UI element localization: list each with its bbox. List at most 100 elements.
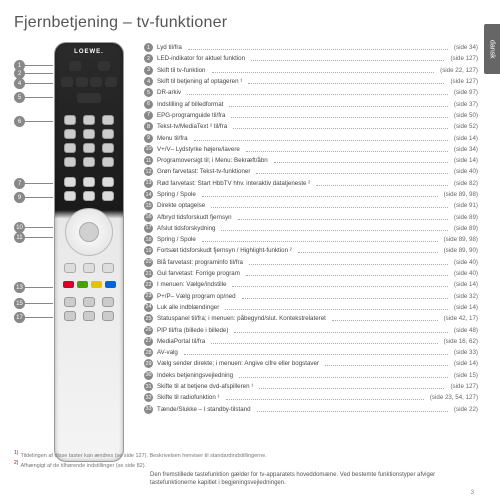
item-page: (side 127) <box>450 78 478 85</box>
list-item: 31 Skifte til at betjene dvd-afspilleren … <box>144 381 478 392</box>
item-number: 32 <box>144 393 153 402</box>
list-item: 1 Lyd til/fra (side 34) <box>144 42 478 53</box>
item-page: (side 14) <box>454 360 478 367</box>
item-number: 14 <box>144 190 153 199</box>
function-list: 1Lyd til/fra(side 34)2LED-indikator for … <box>144 42 478 462</box>
item-desc: Gul farvetast: Forrige program <box>157 270 240 277</box>
item-page: (side 50) <box>454 112 478 119</box>
footnotes: 1)Tildelingen af disse taster kan ændres… <box>14 450 267 470</box>
list-item: 4Skift til betjening af optageren ¹(side… <box>144 76 478 87</box>
item-desc: Lyd til/fra <box>157 44 182 51</box>
yellow-button <box>91 281 102 288</box>
item-page: (side 40) <box>454 259 478 266</box>
item-desc: I menuen: Vælge/indstille <box>157 281 226 288</box>
list-item: 18Spring / Spole(side 89, 98) <box>144 234 478 245</box>
item-page: (side 14) <box>454 157 478 164</box>
list-item: 6 Indstilling af billedformat (side 37) <box>144 98 478 109</box>
item-number: 18 <box>144 235 153 244</box>
item-desc: AV-valg <box>157 349 178 356</box>
item-desc: Tænde/Slukke – I standby-tilstand <box>157 406 251 413</box>
item-number: 25 <box>144 314 153 323</box>
item-page: (side 14) <box>454 135 478 142</box>
item-number: 29 <box>144 359 153 368</box>
list-item: 26 PIP til/fra (billede i billede) (side 4… <box>144 324 478 335</box>
item-desc: MediaPortal til/fra <box>157 338 205 345</box>
remote-illustration: LOEWE. <box>14 42 136 462</box>
item-number: 17 <box>144 224 153 233</box>
list-item: 9 Menu til/fra (side 14) <box>144 132 478 143</box>
list-item: 22I menuen: Vælge/indstille(side 14) <box>144 279 478 290</box>
item-page: (side 89) <box>454 225 478 232</box>
item-number: 33 <box>144 405 153 414</box>
remote-body: LOEWE. <box>54 42 124 462</box>
item-page: (side 37) <box>454 101 478 108</box>
list-item: 8Tekst-tv/MediaText ² til/fra(side 52) <box>144 121 478 132</box>
item-desc: Skifte til radiofunktion ¹ <box>157 394 220 401</box>
list-item: 5DR-arkiv(side 97) <box>144 87 478 98</box>
blue-button <box>105 281 116 288</box>
item-desc: Blå farvetast: programinfo til/fra <box>157 259 243 266</box>
list-item: 29Vælg sender direkte; i menuen: Angive … <box>144 358 478 369</box>
item-number: 24 <box>144 303 153 312</box>
item-number: 31 <box>144 382 153 391</box>
item-number: 9 <box>144 134 153 143</box>
item-page: (side 16, 62) <box>444 338 478 345</box>
item-page: (side 40) <box>454 168 478 175</box>
item-number: 28 <box>144 348 153 357</box>
item-page: (side 97) <box>454 89 478 96</box>
list-item: 3 Skift til tv-funktion (side 22, 127) <box>144 65 478 76</box>
page-title: Fjernbetjening – tv-funktioner <box>14 14 478 32</box>
list-item: 17 Afslut tidsforskydning (side 89) <box>144 223 478 234</box>
list-item: 33Tænde/Slukke – I standby-tilstand(side… <box>144 404 478 415</box>
list-item: 15Direkte optagelse(side 91) <box>144 200 478 211</box>
list-item: 30Indeks betjeningsvejledning(side 15) <box>144 370 478 381</box>
list-item: 23P+/P– Vælg program op/ned(side 32) <box>144 291 478 302</box>
item-number: 11 <box>144 156 153 165</box>
item-page: (side 15) <box>454 372 478 379</box>
green-button <box>77 281 88 288</box>
item-number: 26 <box>144 326 153 335</box>
remote-brand: LOEWE. <box>55 43 123 55</box>
list-item: 7EPG-programguide til/fra(side 50) <box>144 110 478 121</box>
item-page: (side 91) <box>454 202 478 209</box>
item-number: 6 <box>144 100 153 109</box>
item-number: 4 <box>144 77 153 86</box>
item-page: (side 23, 54, 127) <box>430 394 478 401</box>
footnote-1: Tildelingen af disse taster kan ændres (… <box>20 453 266 459</box>
item-number: 3 <box>144 66 153 75</box>
item-page: (side 34) <box>454 44 478 51</box>
item-page: (side 33) <box>454 349 478 356</box>
footnote-2: Afhængigt af de tilhørende indstillinger… <box>20 463 146 469</box>
item-desc: Indstilling af billedformat <box>157 101 223 108</box>
item-number: 30 <box>144 371 153 380</box>
item-number: 16 <box>144 213 153 222</box>
item-number: 1 <box>144 43 153 52</box>
item-desc: Menu til/fra <box>157 135 188 142</box>
item-desc: Fortsæt tidsforskudt fjernsyn / Highligh… <box>157 247 292 254</box>
item-page: (side 48) <box>454 327 478 334</box>
item-page: (side 82) <box>454 180 478 187</box>
item-desc: Skifte til at betjene dvd-afspilleren ¹ <box>157 383 253 390</box>
item-desc: Afbryd tidsforskudt fjernsyn <box>157 214 232 221</box>
list-item: 27MediaPortal til/fra(side 16, 62) <box>144 336 478 347</box>
item-desc: LED-indikator for aktuel funktion <box>157 55 245 62</box>
item-desc: Statuspanel til/fra; i menuen: påbegynd/… <box>157 315 326 322</box>
item-desc: Afslut tidsforskydning <box>157 225 215 232</box>
bottom-note: Den fremstillede tastefunktion gælder fo… <box>150 472 478 488</box>
item-desc: P+/P– Vælg program op/ned <box>157 293 236 300</box>
item-page: (side 40) <box>454 270 478 277</box>
item-page: (side 14) <box>454 281 478 288</box>
item-desc: V+/V– Lydstyrke højere/lavere <box>157 146 240 153</box>
list-item: 25 Statuspanel til/fra; i menuen: påbegyn… <box>144 313 478 324</box>
item-desc: Programoversigt til; i Menu: Bekræft/åbn <box>157 157 268 164</box>
list-item: 28 AV-valg (side 33) <box>144 347 478 358</box>
item-page: (side 34) <box>454 146 478 153</box>
list-item: 24Luk alle indblændinger(side 14) <box>144 302 478 313</box>
list-item: 11 Programoversigt til; i Menu: Bekræft/å… <box>144 155 478 166</box>
item-page: (side 22, 127) <box>440 67 478 74</box>
item-desc: Rød farvetast: Start HbbTV hhv. interakt… <box>157 180 310 187</box>
dpad <box>65 208 113 256</box>
item-desc: PIP til/fra (billede i billede) <box>157 327 228 334</box>
item-desc: Skift til tv-funktion <box>157 67 206 74</box>
item-number: 20 <box>144 258 153 267</box>
